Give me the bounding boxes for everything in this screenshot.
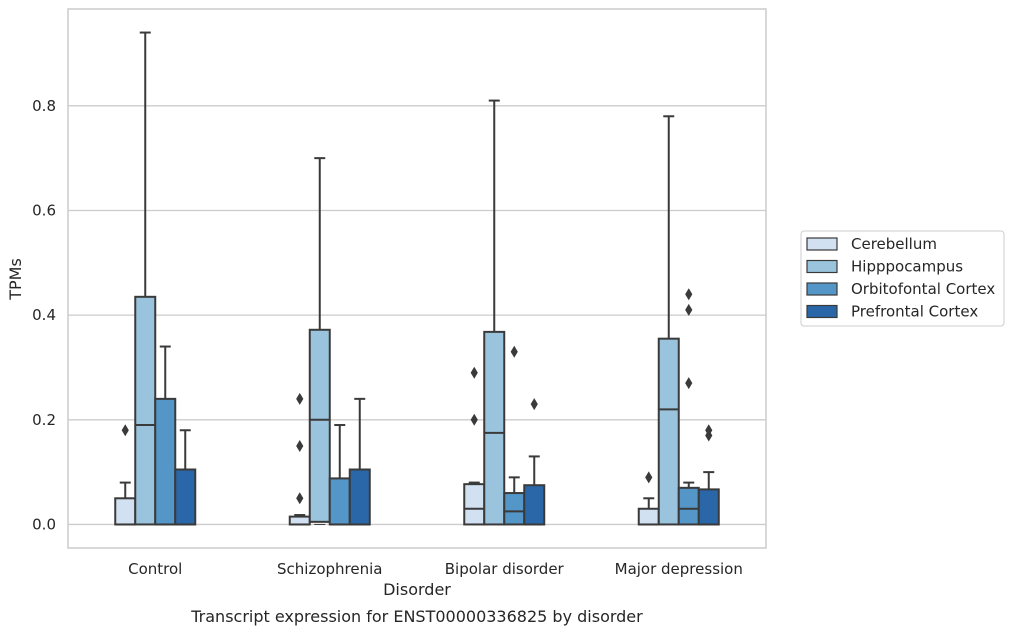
outlier-point [530, 398, 538, 411]
outlier-point [296, 392, 304, 405]
outlier-point [296, 492, 304, 505]
legend-swatch [806, 304, 838, 319]
legend: Cerebellum Hipppocampus Orbitofontal Corte… [800, 230, 1005, 327]
box-body [348, 468, 371, 526]
chart-caption: Transcript expression for ENST0000033682… [190, 607, 643, 626]
y-axis-label: TPMs [6, 258, 25, 301]
x-axis-ticks: Control Schizophrenia Bipolar disorder Majo… [128, 560, 743, 578]
x-tick-label: Major depression [615, 560, 743, 578]
outlier-point [121, 424, 129, 437]
outlier-point [510, 345, 518, 358]
box-body [154, 397, 177, 526]
box-body [483, 330, 506, 526]
box-body [697, 488, 720, 526]
legend-label: Hipppocampus [851, 258, 963, 276]
y-tick-label: 0.8 [32, 97, 56, 115]
x-axis-label: Disorder [383, 580, 451, 599]
plot-frame [67, 8, 767, 549]
box-body [288, 515, 311, 526]
box-hipppocampus [657, 115, 680, 526]
y-tick-label: 0.2 [32, 411, 56, 429]
outlier-point [296, 439, 304, 452]
legend-swatch [806, 282, 838, 296]
box-orbitofontal-cortex [677, 288, 700, 526]
y-tick-label: 0.4 [32, 306, 56, 324]
outlier-point [685, 288, 693, 301]
outlier-point [470, 366, 478, 379]
box-hipppocampus [308, 157, 331, 525]
box-body [328, 477, 351, 526]
box-body [503, 492, 526, 526]
outlier-point [685, 303, 693, 316]
outlier-point [705, 424, 713, 437]
legend-label: Cerebellum [851, 235, 937, 253]
box-orbitofontal-cortex [503, 345, 526, 526]
box-body [114, 497, 137, 526]
box-body [523, 484, 546, 526]
x-tick-label: Control [128, 560, 182, 578]
legend-frame [800, 230, 1005, 327]
box-cerebellum [637, 471, 660, 526]
box-cerebellum [463, 366, 486, 526]
y-tick-label: 0.6 [32, 201, 56, 219]
outlier-point [685, 377, 693, 390]
box-prefrontal-cortex [697, 424, 720, 526]
box-body [308, 328, 331, 523]
outlier-point [645, 471, 653, 484]
legend-label: Prefrontal Cortex [851, 303, 978, 321]
box-body [134, 295, 157, 526]
outlier-point [470, 413, 478, 426]
box-body [657, 337, 680, 526]
box-body [174, 468, 197, 526]
box-orbitofontal-cortex [328, 424, 351, 526]
legend-label: Orbitofontal Cortex [851, 280, 995, 298]
box-prefrontal-cortex [523, 398, 546, 526]
y-tick-label: 0.0 [32, 515, 56, 533]
box-cerebellum [288, 392, 311, 526]
plot-marks [114, 31, 720, 526]
y-axis-ticks: 0.0 0.2 0.4 0.6 0.8 [32, 97, 56, 534]
box-prefrontal-cortex [174, 429, 197, 526]
box-body [637, 507, 660, 526]
legend-swatch [806, 259, 838, 274]
box-body [677, 486, 700, 526]
x-tick-label: Schizophrenia [277, 560, 382, 578]
box-body [463, 483, 486, 526]
box-prefrontal-cortex [348, 397, 371, 526]
box-hipppocampus [483, 99, 506, 526]
box-orbitofontal-cortex [154, 345, 177, 526]
legend-swatch [806, 237, 838, 251]
x-tick-label: Bipolar disorder [445, 560, 565, 578]
box-cerebellum [114, 424, 137, 526]
